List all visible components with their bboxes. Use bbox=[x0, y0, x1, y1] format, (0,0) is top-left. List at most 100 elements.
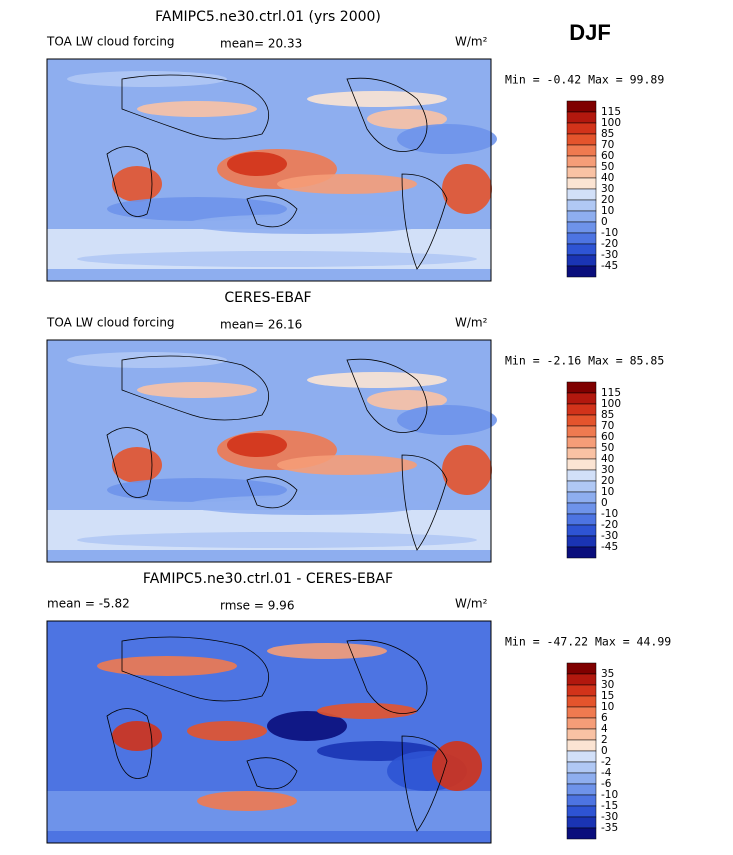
colorbar-swatch bbox=[566, 750, 597, 763]
colorbar-swatch bbox=[566, 166, 597, 179]
map-region bbox=[137, 101, 257, 117]
map-region bbox=[97, 656, 237, 676]
colorbar-label: -20 bbox=[601, 238, 618, 250]
colorbar-swatch bbox=[566, 188, 597, 201]
colorbar-label: -10 bbox=[601, 789, 618, 801]
colorbar-label: 60 bbox=[601, 150, 614, 162]
map-region bbox=[67, 352, 227, 368]
colorbar-swatch bbox=[566, 403, 597, 416]
colorbar-swatch bbox=[566, 827, 597, 840]
colorbar-label: 60 bbox=[601, 431, 614, 443]
colorbar-swatch bbox=[566, 502, 597, 515]
colorbar-label: 100 bbox=[601, 117, 621, 129]
map-frame bbox=[46, 339, 492, 563]
colorbar-label: 0 bbox=[601, 216, 608, 228]
colorbar-swatch bbox=[566, 265, 597, 278]
map-region bbox=[432, 741, 482, 791]
colorbar-label: -2 bbox=[601, 756, 611, 768]
map bbox=[46, 620, 492, 844]
colorbar-swatch bbox=[566, 816, 597, 829]
map-region bbox=[397, 405, 497, 435]
colorbar-label: 2 bbox=[601, 734, 608, 746]
coastline bbox=[106, 355, 448, 551]
units: W/m² bbox=[455, 316, 488, 330]
colorbar-label: -20 bbox=[601, 519, 618, 531]
map-region bbox=[187, 214, 427, 234]
map-region bbox=[107, 197, 287, 221]
colorbar-swatch bbox=[566, 513, 597, 526]
map-region bbox=[187, 495, 427, 515]
colorbar-label: 85 bbox=[601, 128, 614, 140]
colorbar-label: 20 bbox=[601, 475, 614, 487]
colorbar-label: 70 bbox=[601, 139, 614, 151]
map-frame bbox=[46, 58, 492, 282]
colorbar-label: -30 bbox=[601, 811, 618, 823]
map-region bbox=[107, 478, 287, 502]
colorbar-swatch bbox=[566, 535, 597, 548]
colorbar-swatch bbox=[566, 144, 597, 157]
left-label: TOA LW cloud forcing bbox=[46, 316, 175, 330]
colorbar-label: 85 bbox=[601, 409, 614, 421]
colorbar-label: 40 bbox=[601, 453, 614, 465]
colorbar-label: -4 bbox=[601, 767, 612, 779]
colorbar-swatch bbox=[566, 739, 597, 752]
map-region bbox=[267, 643, 387, 659]
map-region bbox=[307, 372, 447, 388]
colorbar-swatch bbox=[566, 524, 597, 537]
colorbar-label: 10 bbox=[601, 701, 614, 713]
map-region bbox=[277, 174, 417, 194]
colorbar-swatch bbox=[566, 155, 597, 168]
colorbar-swatch bbox=[566, 199, 597, 212]
map-region bbox=[307, 91, 447, 107]
colorbar-swatch bbox=[566, 706, 597, 719]
colorbar-label: 30 bbox=[601, 464, 614, 476]
min-max: Min = -2.16 Max = 85.85 bbox=[505, 354, 664, 368]
colorbar-swatch bbox=[566, 425, 597, 438]
map-region bbox=[267, 711, 347, 741]
colorbar-swatch bbox=[566, 662, 597, 675]
colorbar-label: -10 bbox=[601, 508, 618, 520]
colorbar-swatch bbox=[566, 546, 597, 559]
map-region bbox=[112, 721, 162, 751]
colorbar-swatch bbox=[566, 761, 597, 774]
map-region bbox=[197, 791, 297, 811]
colorbar-swatch bbox=[566, 794, 597, 807]
colorbar-label: 50 bbox=[601, 442, 614, 454]
colorbar-label: 40 bbox=[601, 172, 614, 184]
colorbar-label: 115 bbox=[601, 387, 621, 399]
colorbar-swatch bbox=[566, 232, 597, 245]
colorbar-label: 4 bbox=[601, 723, 608, 735]
colorbar-label: -45 bbox=[601, 260, 618, 272]
colorbar-label: -45 bbox=[601, 541, 618, 553]
map-region bbox=[442, 164, 492, 214]
center-label: mean= 26.16 bbox=[220, 318, 302, 332]
colorbar-label: 10 bbox=[601, 205, 614, 217]
map-frame bbox=[46, 620, 492, 844]
colorbar-swatch bbox=[566, 673, 597, 686]
colorbar-swatch bbox=[566, 717, 597, 730]
colorbar-label: 0 bbox=[601, 497, 608, 509]
min-max: Min = -47.22 Max = 44.99 bbox=[505, 635, 671, 649]
colorbar-swatch bbox=[566, 436, 597, 449]
colorbar-label: 35 bbox=[601, 668, 614, 680]
colorbar-swatch bbox=[566, 491, 597, 504]
map bbox=[46, 339, 497, 563]
map bbox=[46, 58, 497, 282]
map-region bbox=[397, 124, 497, 154]
colorbar-label: 70 bbox=[601, 420, 614, 432]
panel-title: FAMIPC5.ne30.ctrl.01 (yrs 2000) bbox=[155, 9, 381, 25]
colorbar-label: 30 bbox=[601, 679, 614, 691]
colorbar-swatch bbox=[566, 221, 597, 234]
panel-title: FAMIPC5.ne30.ctrl.01 - CERES-EBAF bbox=[143, 571, 393, 587]
season-label: DJF bbox=[569, 20, 611, 45]
map-region bbox=[317, 703, 417, 719]
colorbar-label: 30 bbox=[601, 183, 614, 195]
colorbar-swatch bbox=[566, 805, 597, 818]
colorbar-swatch bbox=[566, 414, 597, 427]
map-region bbox=[137, 382, 257, 398]
colorbar-label: 50 bbox=[601, 161, 614, 173]
center-label: rmse = 9.96 bbox=[220, 599, 294, 613]
map-region bbox=[112, 447, 162, 483]
